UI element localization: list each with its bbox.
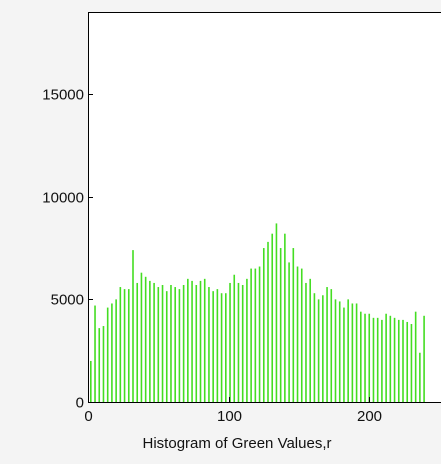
histogram-bar: [317, 299, 320, 402]
histogram-bar: [292, 248, 295, 402]
histogram-bar: [106, 307, 109, 402]
histogram-bar: [376, 317, 379, 402]
histogram-bar: [326, 287, 328, 402]
histogram-bar: [119, 287, 122, 402]
histogram-bar: [393, 317, 396, 402]
histogram-bar: [360, 311, 362, 402]
histogram-bar: [132, 250, 134, 402]
histogram-bar: [115, 299, 117, 402]
histogram-bar: [153, 282, 155, 402]
histogram-bar: [144, 276, 147, 402]
histogram-bar: [334, 299, 337, 402]
x-axis-label: Histogram of Green Values,r: [143, 435, 332, 452]
histogram-bar: [203, 278, 206, 402]
histogram-bar: [199, 280, 202, 402]
histogram-bar: [300, 268, 303, 402]
histogram-bar: [237, 282, 240, 402]
histogram-bar: [140, 272, 143, 402]
histogram-bar: [322, 295, 324, 402]
histogram-bar: [343, 307, 345, 402]
histogram-bar: [267, 241, 269, 402]
histogram-bar: [241, 285, 244, 402]
histogram-bar: [275, 223, 278, 402]
histogram-bar: [355, 303, 358, 402]
histogram-bar: [127, 289, 130, 402]
histogram-bar: [195, 285, 198, 402]
histogram-bar: [111, 303, 113, 402]
x-tick-label: 100: [217, 408, 242, 425]
histogram-bar: [284, 233, 286, 402]
histogram-bar: [233, 274, 236, 402]
histogram-bar: [254, 268, 257, 402]
histogram-bar: [385, 313, 387, 402]
y-tick-label: 15000: [42, 87, 84, 104]
histogram-bar: [351, 303, 354, 402]
histogram-bar: [419, 352, 421, 402]
histogram-bar: [161, 285, 164, 402]
histogram-bar: [94, 305, 96, 402]
ticks-layer: 0 5000 10000 15000 0 100 200: [42, 87, 382, 426]
y-tick-label: 5000: [51, 292, 84, 309]
histogram-bar: [330, 289, 333, 402]
x-tick-label: 200: [357, 408, 382, 425]
histogram-bar: [208, 287, 210, 402]
histogram-bar: [381, 319, 383, 402]
histogram-bar: [414, 311, 417, 402]
histogram-bar: [216, 289, 219, 402]
histogram-bar: [397, 319, 400, 402]
histogram-bar: [157, 287, 160, 402]
histogram-bar: [170, 285, 172, 402]
plot-frame: [88, 12, 441, 403]
histogram-bar: [372, 317, 375, 402]
histogram-bar: [406, 321, 409, 402]
histogram-bar: [288, 262, 290, 402]
histogram-bar: [402, 319, 404, 402]
histogram-bar: [123, 289, 126, 402]
histogram-bar: [90, 360, 92, 402]
histogram-bar: [309, 278, 311, 402]
histogram-bar: [220, 293, 223, 402]
histogram-bar: [368, 313, 371, 402]
histogram-bar: [246, 278, 248, 402]
bars-layer: [90, 223, 425, 402]
histogram-bar: [212, 291, 214, 402]
histogram-bar: [410, 324, 413, 402]
histogram-bar: [262, 248, 265, 402]
histogram-bar: [229, 282, 231, 402]
histogram-bar: [225, 293, 227, 402]
histogram-bar: [389, 315, 392, 402]
histogram-bar: [338, 301, 341, 402]
histogram-bar: [250, 268, 252, 402]
histogram-bar: [305, 282, 307, 402]
histogram-bar: [98, 328, 101, 402]
histogram-bar: [347, 299, 349, 402]
histogram-bar: [165, 291, 168, 402]
y-tick-label: 10000: [42, 190, 84, 207]
histogram-bar: [149, 280, 151, 402]
histogram-bar: [136, 282, 139, 402]
histogram-bar: [364, 313, 366, 402]
y-tick-label: 0: [76, 395, 84, 412]
histogram-bar: [313, 293, 316, 402]
histogram-bar: [187, 278, 189, 402]
x-tick-label: 0: [84, 408, 92, 425]
histogram-bar: [191, 280, 193, 402]
histogram-bar: [296, 266, 299, 402]
histogram-bar: [258, 266, 261, 402]
histogram-bar: [182, 285, 185, 402]
histogram-bar: [423, 315, 425, 402]
histogram-bar: [178, 289, 181, 402]
histogram-bar: [271, 233, 274, 402]
histogram-bar: [279, 248, 282, 402]
histogram-bar: [174, 287, 176, 402]
histogram-bar: [102, 326, 105, 402]
